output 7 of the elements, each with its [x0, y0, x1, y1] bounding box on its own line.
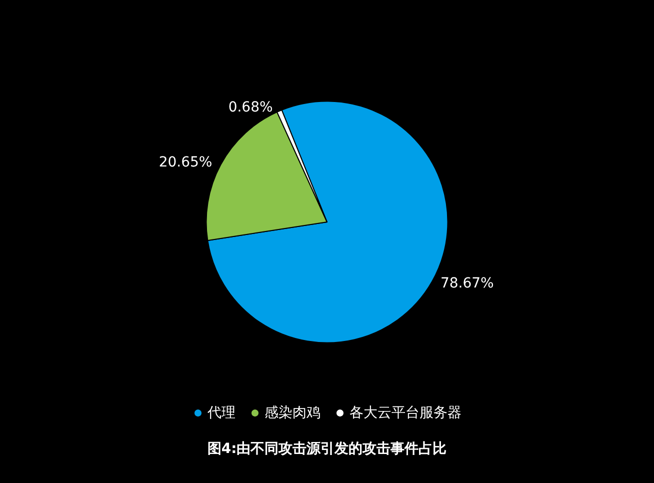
data-label: 0.68%: [228, 99, 273, 116]
data-label: 20.65%: [158, 154, 212, 171]
caption: 图4:由不同攻击源引发的攻击事件占比: [207, 441, 447, 457]
legend-label: 感染肉鸡: [264, 405, 320, 421]
legend-label: 代理: [206, 405, 236, 421]
data-label: 78.67%: [440, 276, 494, 292]
legend-label: 各大云平台服务器: [350, 405, 462, 421]
